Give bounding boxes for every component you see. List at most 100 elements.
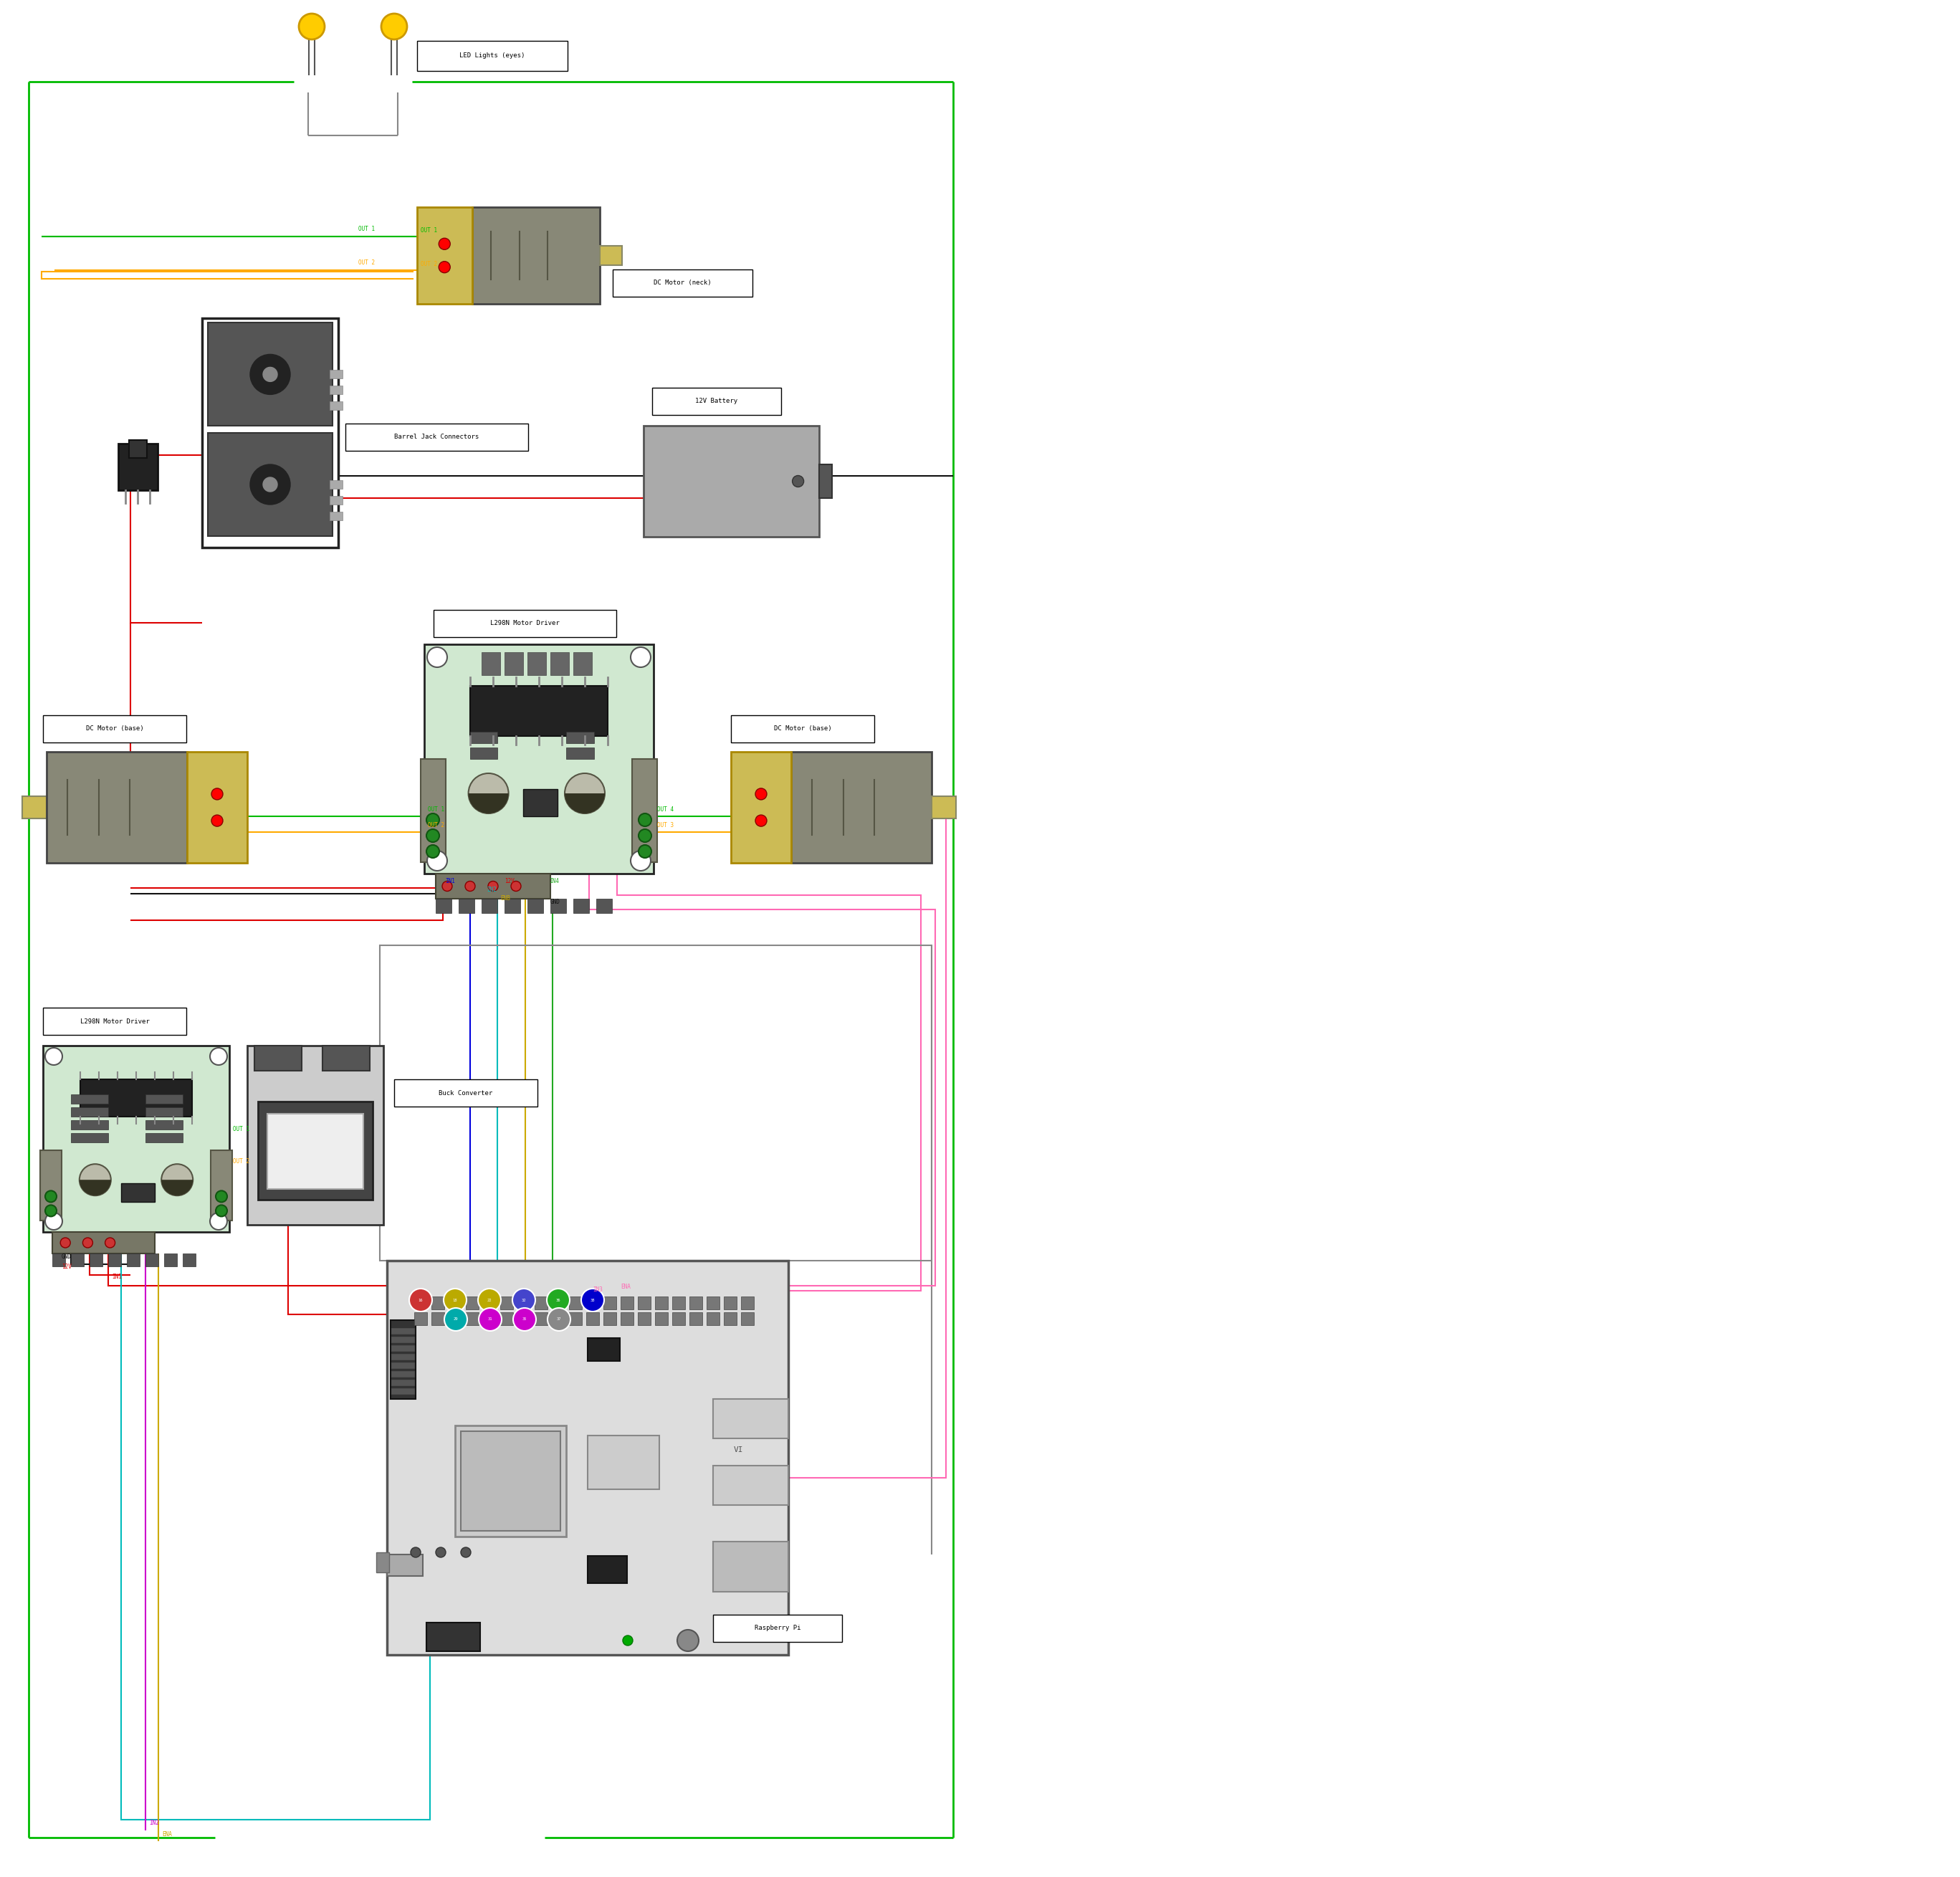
Bar (380, 946, 931, 1261)
Circle shape (631, 648, 651, 666)
Circle shape (461, 1547, 470, 1558)
Text: OUT 1: OUT 1 (421, 227, 437, 233)
Bar (43, 715, 186, 743)
Circle shape (106, 1237, 116, 1248)
Bar (792, 753, 931, 863)
Text: GND: GND (61, 1254, 73, 1259)
Text: OUT 2: OUT 2 (427, 822, 445, 828)
Bar (329, 370, 343, 379)
Bar (482, 1312, 496, 1325)
Bar (255, 1045, 302, 1070)
Bar (713, 1614, 843, 1642)
Bar (655, 1312, 668, 1325)
Circle shape (439, 238, 451, 250)
Text: 16: 16 (417, 1299, 423, 1303)
Circle shape (478, 1289, 502, 1312)
Text: DC Motor (neck): DC Motor (neck) (655, 280, 711, 287)
Circle shape (210, 1213, 227, 1229)
Bar (43, 1008, 186, 1034)
Text: IN3: IN3 (594, 1286, 604, 1293)
Text: 37: 37 (557, 1318, 561, 1321)
Circle shape (443, 880, 453, 892)
Text: OUT 2: OUT 2 (359, 259, 374, 267)
Bar (653, 389, 782, 415)
Bar (723, 1297, 737, 1310)
Circle shape (251, 355, 290, 394)
Text: ENB: ENB (500, 895, 510, 903)
Bar (433, 610, 615, 636)
Circle shape (45, 1213, 63, 1229)
Bar (392, 1380, 416, 1385)
Circle shape (61, 1237, 71, 1248)
Circle shape (755, 815, 766, 826)
Text: 35: 35 (521, 1318, 527, 1321)
Bar (731, 753, 792, 863)
Circle shape (465, 880, 474, 892)
Bar (129, 439, 147, 458)
Circle shape (435, 1547, 445, 1558)
Bar (435, 899, 451, 912)
Bar (527, 651, 545, 676)
Circle shape (488, 880, 498, 892)
Bar (417, 206, 472, 304)
Bar (568, 1297, 582, 1310)
Bar (71, 1107, 108, 1117)
Bar (435, 873, 551, 899)
Bar (517, 1297, 531, 1310)
Bar (466, 1312, 478, 1325)
Bar (621, 1297, 633, 1310)
Bar (482, 1297, 496, 1310)
Text: 29: 29 (453, 1318, 459, 1321)
Circle shape (631, 850, 651, 871)
Text: Raspberry Pi: Raspberry Pi (755, 1625, 802, 1631)
Bar (414, 1297, 427, 1310)
Text: ENA: ENA (163, 1830, 172, 1838)
Circle shape (45, 1205, 57, 1216)
Bar (118, 443, 157, 490)
Bar (621, 1312, 633, 1325)
Bar (588, 1338, 619, 1361)
Text: OUT 1: OUT 1 (427, 805, 445, 813)
Text: DC Motor (base): DC Motor (base) (86, 726, 143, 732)
Text: IN1: IN1 (112, 1273, 122, 1280)
Bar (535, 1297, 547, 1310)
Text: OUT 1: OUT 1 (359, 225, 374, 233)
Circle shape (639, 830, 651, 843)
Circle shape (251, 464, 290, 505)
Circle shape (212, 788, 223, 800)
Bar (376, 1552, 390, 1573)
Circle shape (468, 773, 508, 813)
Bar (392, 1329, 416, 1335)
Text: 31: 31 (488, 1318, 492, 1321)
Bar (455, 1425, 566, 1537)
Bar (731, 715, 874, 743)
Circle shape (427, 648, 447, 666)
Circle shape (639, 813, 651, 826)
Bar (80, 1079, 192, 1117)
Bar (690, 1297, 702, 1310)
Bar (165, 1254, 176, 1267)
Bar (596, 899, 612, 912)
Circle shape (755, 788, 766, 800)
Bar (53, 1254, 65, 1267)
Circle shape (412, 1547, 421, 1558)
Text: OUT 3: OUT 3 (657, 822, 674, 828)
Bar (504, 651, 523, 676)
Bar (517, 1312, 531, 1325)
Bar (329, 481, 343, 488)
Text: 36: 36 (557, 1299, 561, 1303)
Text: OUT 2: OUT 2 (421, 261, 437, 268)
Bar (208, 434, 333, 537)
Circle shape (512, 880, 521, 892)
Bar (329, 385, 343, 394)
Circle shape (623, 1635, 633, 1646)
Bar (53, 1231, 155, 1254)
Bar (208, 323, 333, 426)
Bar (22, 796, 47, 818)
Bar (127, 1254, 139, 1267)
Bar (392, 1336, 416, 1344)
Bar (431, 1312, 445, 1325)
Bar (723, 1312, 737, 1325)
Bar (527, 899, 543, 912)
Circle shape (263, 368, 276, 381)
